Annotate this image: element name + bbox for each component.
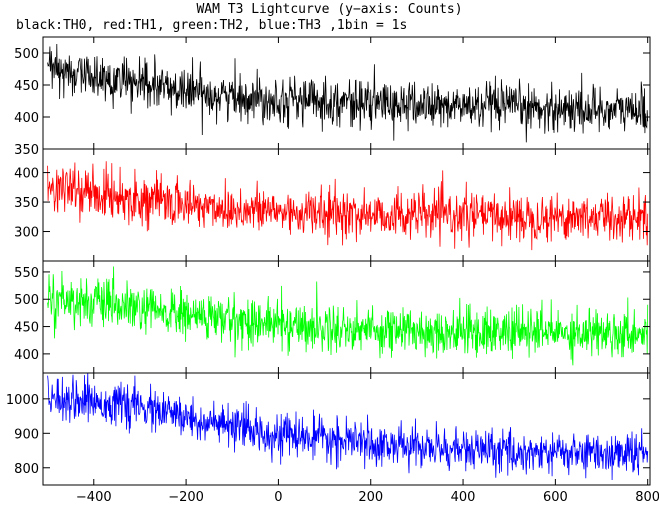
x-tick-label: −200 [168,490,204,505]
x-tick-label: −400 [76,490,112,505]
x-tick-label: 200 [358,490,383,505]
series-line-th3 [47,373,649,481]
x-tick-label: 600 [543,490,568,505]
panel-frame [42,36,651,150]
y-tick-label: 400 [14,111,39,126]
x-tick-label: 0 [274,490,282,505]
panel-th3: 800 900 1000 [6,372,651,486]
panel-th1: 300 350 400 [14,148,651,262]
series-line-th0 [47,43,649,143]
series-line-th2 [47,266,649,366]
y-tick-label: 350 [14,196,39,211]
y-tick-label: 350 [14,143,39,158]
series-line-th1 [47,161,649,251]
y-tick-label: 500 [14,293,39,308]
y-tick-label: 900 [14,427,39,442]
y-tick-label: 450 [14,321,39,336]
panel-th2: 400 450 500 550 [14,260,651,374]
panel-th0: 350 400 450 500 [14,36,651,158]
x-tick-label: 400 [451,490,476,505]
y-tick-label: 300 [14,226,39,241]
y-tick-label: 500 [14,47,39,62]
chart-title: WAM T3 Lightcurve (y−axis: Counts) [196,2,463,17]
y-tick-label: 800 [14,462,39,477]
y-tick-label: 550 [14,266,39,281]
y-tick-label: 400 [14,167,39,182]
chart-subtitle-legend: black:TH0, red:TH1, green:TH2, blue:TH3 … [16,18,408,33]
panel-frame [42,372,651,486]
y-tick-label: 450 [14,79,39,94]
x-tick-label: 800 [635,490,659,505]
y-tick-label: 400 [14,348,39,363]
y-tick-label: 1000 [6,393,39,408]
